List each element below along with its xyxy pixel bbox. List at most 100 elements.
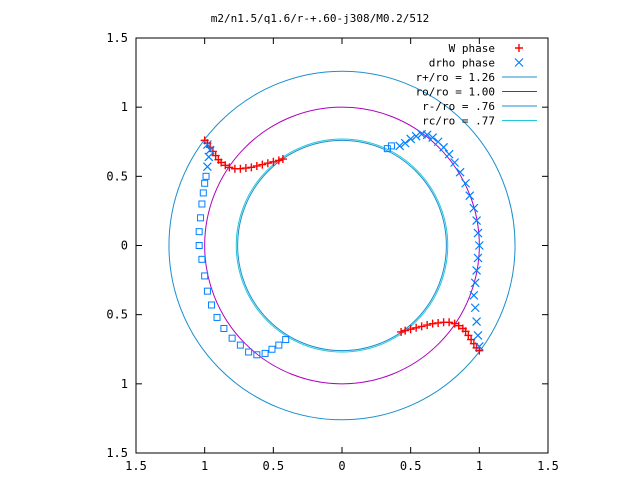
drho-phase-point bbox=[275, 341, 283, 349]
drho-phase-point bbox=[444, 149, 454, 159]
drho-phase-point bbox=[400, 138, 410, 148]
drho-phase-point bbox=[268, 345, 276, 353]
drho-phase-point bbox=[461, 178, 471, 188]
y-tick-label: 1.5 bbox=[106, 31, 128, 45]
data-points bbox=[195, 129, 484, 359]
drho-phase-point bbox=[213, 313, 221, 321]
axis-ticks: 1.5 1 0.5 0 0.5 1 1.51.510.500.511.5 bbox=[106, 31, 559, 473]
w-phase-point bbox=[397, 327, 406, 336]
drho-phase-point bbox=[195, 228, 203, 236]
y-tick-label: 1 bbox=[121, 100, 128, 114]
w-phase-point bbox=[211, 151, 220, 160]
y-tick-label: 0.5 bbox=[106, 169, 128, 183]
drho-phase-point bbox=[406, 134, 416, 144]
circle-r- bbox=[237, 139, 447, 352]
drho-phase-point bbox=[470, 303, 480, 313]
drho-phase-point bbox=[197, 214, 205, 222]
w-phase-point bbox=[461, 327, 470, 336]
w-phase-point bbox=[467, 335, 476, 344]
w-phase-point bbox=[258, 160, 267, 169]
drho-phase-point bbox=[428, 133, 438, 143]
w-phase-point bbox=[269, 157, 278, 166]
drho-phase-point bbox=[465, 191, 475, 201]
circle-ro bbox=[204, 106, 480, 385]
drho-phase-point bbox=[473, 228, 483, 238]
legend-label: r-/ro = .76 bbox=[422, 100, 495, 113]
drho-phase-point bbox=[198, 255, 206, 263]
drho-phase-point bbox=[387, 142, 395, 150]
w-phase-point bbox=[278, 155, 287, 164]
drho-phase-point bbox=[201, 179, 209, 187]
drho-phase-point bbox=[472, 265, 482, 275]
drho-phase-point bbox=[203, 287, 211, 295]
drho-phase-point bbox=[245, 348, 253, 356]
drho-phase-point bbox=[201, 272, 209, 280]
drho-phase-point bbox=[411, 131, 421, 141]
drho-phase-point bbox=[469, 203, 479, 213]
x-tick-label: 1.5 bbox=[125, 459, 147, 473]
legend-label: drho phase bbox=[429, 57, 495, 70]
w-phase-point bbox=[464, 331, 473, 340]
w-phase-point bbox=[406, 325, 415, 334]
w-phase-point bbox=[203, 139, 212, 148]
x-tick-label: 0.5 bbox=[262, 459, 284, 473]
x-tick-label: 1 bbox=[201, 459, 208, 473]
drho-phase-point bbox=[202, 140, 212, 149]
legend-label: rc/ro = .77 bbox=[422, 115, 495, 128]
chart-title: m2/n1.5/q1.6/r-+.60-j308/M0.2/512 bbox=[210, 12, 430, 25]
drho-phase-point bbox=[282, 336, 290, 344]
y-tick-label: 0 bbox=[121, 239, 128, 253]
w-phase-point bbox=[274, 156, 283, 165]
legend-label: r+/ro = 1.26 bbox=[416, 71, 495, 84]
w-phase-point bbox=[263, 159, 272, 168]
drho-phase-point bbox=[474, 342, 484, 351]
w-phase-point bbox=[445, 318, 454, 327]
w-phase-point bbox=[217, 158, 226, 167]
drho-phase-point bbox=[198, 200, 206, 208]
y-tick-label: 1 bbox=[121, 377, 128, 391]
drho-phase-point bbox=[473, 330, 483, 340]
drho-phase-point bbox=[261, 349, 269, 357]
drho-phase-point bbox=[470, 278, 480, 288]
drho-phase-point bbox=[236, 341, 244, 349]
drho-phase-point bbox=[202, 172, 210, 180]
drho-phase-point bbox=[205, 145, 215, 155]
drho-phase-point bbox=[220, 325, 228, 332]
y-tick-label: 0.5 bbox=[106, 308, 128, 322]
circle-r+ bbox=[168, 70, 516, 421]
w-phase-point bbox=[221, 161, 230, 170]
drho-phase-point bbox=[474, 241, 484, 250]
legend-marker bbox=[515, 44, 523, 52]
w-phase-point bbox=[225, 163, 234, 172]
drho-phase-point bbox=[228, 334, 236, 342]
drho-phase-point bbox=[439, 142, 449, 152]
drho-phase-point bbox=[202, 162, 212, 172]
drho-phase-point bbox=[195, 242, 203, 249]
w-phase-point bbox=[454, 321, 463, 330]
w-phase-point bbox=[247, 163, 256, 172]
drho-phase-point bbox=[473, 253, 483, 263]
drho-phase-point bbox=[455, 167, 465, 177]
x-tick-label: 0 bbox=[338, 459, 345, 473]
drho-phase-point bbox=[253, 351, 261, 359]
w-phase-point bbox=[208, 147, 217, 156]
w-phase-point bbox=[417, 322, 426, 331]
w-phase-point bbox=[423, 321, 432, 330]
w-phase-point bbox=[412, 323, 421, 332]
w-phase-point bbox=[450, 319, 459, 328]
drho-phase-point bbox=[204, 152, 214, 162]
drho-phase-point bbox=[472, 317, 482, 327]
legend-label: ro/ro = 1.00 bbox=[416, 86, 495, 99]
drho-phase-point bbox=[469, 290, 479, 300]
drho-phase-point bbox=[422, 130, 432, 140]
w-phase-point bbox=[252, 161, 261, 170]
drho-phase-point bbox=[472, 216, 482, 226]
x-tick-label: 0.5 bbox=[400, 459, 422, 473]
w-phase-point bbox=[401, 326, 410, 335]
legend-label: W phase bbox=[449, 42, 495, 55]
circle-rc bbox=[235, 138, 449, 353]
x-tick-label: 1 bbox=[476, 459, 483, 473]
w-phase-point bbox=[475, 346, 484, 355]
